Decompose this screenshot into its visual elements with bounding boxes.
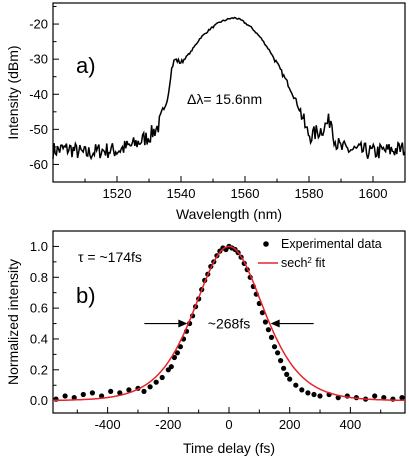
data-point (311, 391, 317, 398)
data-point (271, 344, 278, 350)
x-axis-title-b: Time delay (fs) (183, 440, 275, 456)
data-point (305, 390, 311, 396)
panel-a: 1520 1540 1560 1580 1600 -60 -50 -40 -30 -20 a) Δ… (5, 2, 406, 222)
data-point (281, 365, 287, 371)
data-point (174, 350, 180, 356)
x-axis-title-a: Wavelength (nm) (176, 206, 282, 222)
data-point (147, 384, 153, 390)
data-point (171, 354, 177, 361)
y-tick-label-b: 0.2 (30, 362, 48, 377)
spectrum-line (52, 16, 406, 161)
x-tick-label-a: 1600 (359, 186, 388, 201)
data-point (284, 371, 290, 377)
x-tick-label-b: 0 (225, 417, 232, 432)
data-point (372, 393, 378, 399)
data-point (62, 393, 68, 399)
y-tick-label-a: -40 (29, 87, 48, 102)
data-point (89, 390, 95, 396)
data-point (141, 388, 147, 394)
y-tick-label-b: 0.6 (30, 301, 48, 316)
data-point (153, 379, 159, 385)
data-point (381, 395, 387, 401)
fwhm-annotation: ~268fs (208, 316, 250, 332)
data-point (317, 393, 323, 399)
data-point (126, 387, 132, 393)
y-tick-label-a: -30 (29, 52, 48, 67)
data-point (265, 327, 271, 333)
x-tick-label-a: 1520 (103, 186, 132, 201)
data-point (299, 387, 305, 393)
legend-fit-suffix: fit (312, 256, 326, 270)
data-point (117, 390, 123, 396)
y-axis-title-a: Intensity (dBm) (5, 45, 21, 139)
fwhm-arrowhead-left (178, 319, 188, 328)
x-tick-label-b: -400 (95, 417, 121, 432)
y-tick-label-b: 0.0 (30, 393, 48, 408)
data-point (108, 388, 114, 394)
data-point (268, 334, 275, 340)
bandwidth-annotation: Δλ= 15.6nm (187, 91, 262, 107)
sech2-fit-line (52, 245, 406, 402)
data-point (80, 391, 86, 398)
data-point (71, 395, 77, 401)
legend-marker-experimental (263, 241, 269, 247)
fwhm-arrowhead-right (270, 319, 280, 328)
panel-label-a: a) (76, 53, 96, 78)
y-tick-label-b: 0.4 (30, 331, 48, 346)
x-tick-label-b: -200 (155, 417, 181, 432)
data-point (177, 344, 183, 350)
panel-label-b: b) (76, 283, 96, 308)
x-tick-label-b: 200 (279, 417, 301, 432)
x-tick-label-b: 400 (340, 417, 362, 432)
plot-frame-a (52, 2, 406, 183)
legend-label-experimental: Experimental data (281, 237, 382, 251)
y-tick-label-a: -50 (29, 122, 48, 137)
legend: Experimental data sech2 fit (258, 237, 382, 270)
fwhm-arrows (144, 319, 314, 328)
data-point (159, 374, 165, 381)
y-tick-label-b: 1.0 (30, 239, 48, 254)
x-tick-label-a: 1580 (295, 186, 324, 201)
data-point (99, 393, 105, 399)
tau-annotation: τ = ~174fs (78, 249, 142, 265)
legend-label-fit: sech2 fit (281, 256, 326, 271)
y-tick-label-a: -60 (29, 157, 48, 172)
data-point (259, 310, 265, 316)
x-tick-label-a: 1560 (231, 186, 260, 201)
data-point (168, 364, 174, 370)
y-tick-label-a: -20 (29, 17, 48, 32)
legend-fit-name: sech (281, 256, 307, 270)
y-axis-title-b: Normalized intensity (5, 259, 21, 385)
data-point (278, 358, 284, 364)
ticks-a: 1520 1540 1560 1580 1600 -60 -50 -40 -30 -20 (29, 6, 406, 201)
x-tick-label-a: 1540 (167, 186, 196, 201)
panel-b: -400 -200 0 200 400 0.0 0.2 0.4 0.6 0.8 1.0 b) τ =… (5, 230, 406, 456)
y-tick-label-b: 0.8 (30, 270, 48, 285)
legend-fit-superscript: 2 (307, 256, 312, 265)
data-point (275, 350, 281, 356)
data-point (399, 395, 405, 401)
data-point (293, 382, 299, 388)
ticks-b: -400 -200 0 200 400 0.0 0.2 0.4 0.6 0.8 1.0 (30, 230, 382, 432)
data-point (262, 319, 268, 325)
data-point (287, 376, 293, 382)
